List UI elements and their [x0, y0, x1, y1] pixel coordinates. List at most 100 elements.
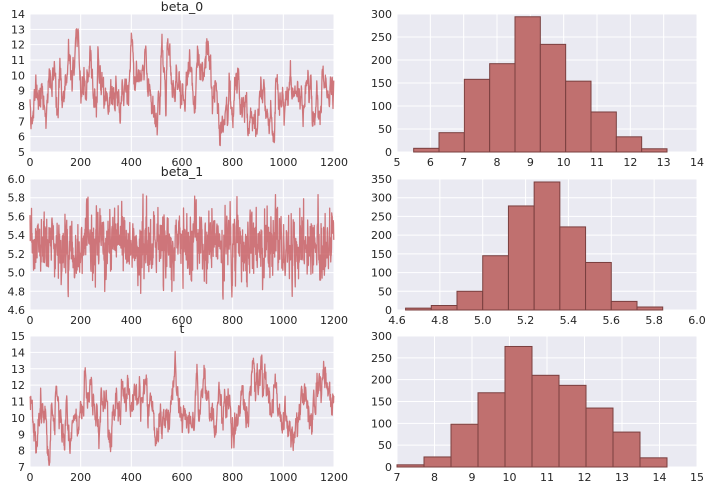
x-tick-label: 11: [590, 156, 604, 169]
histogram-bar: [396, 464, 425, 468]
x-tick-label: 5.2: [517, 314, 535, 327]
y-tick-label: 13: [11, 23, 25, 36]
x-tick-label: 4.6: [388, 314, 406, 327]
y-tick-label: 50: [378, 439, 392, 452]
y-tick-label: 12: [11, 379, 25, 392]
x-tick-label: 800: [222, 471, 243, 484]
y-tick-label: 200: [371, 374, 392, 387]
y-tick-label: 4.6: [8, 304, 26, 317]
y-tick-label: 9: [18, 85, 25, 98]
histogram-bar: [610, 300, 638, 311]
y-tick-label: 150: [371, 77, 392, 90]
y-tick-label: 0: [385, 461, 392, 474]
hist-beta0-panel: 5 6 7 8 9 10 11 12 13 14 0 50 100 150 200 250 300: [371, 8, 704, 169]
histogram-bar: [615, 136, 643, 153]
x-tick-label: 1000: [269, 314, 297, 327]
histogram-bar: [477, 392, 506, 468]
y-tick-label: 200: [371, 229, 392, 242]
y-tick-label: 15: [11, 330, 25, 343]
y-tick-label: 100: [371, 100, 392, 113]
y-tick-label: 13: [11, 363, 25, 376]
x-tick-label: 6.0: [688, 314, 706, 327]
x-tick-label: 1200: [320, 314, 348, 327]
histogram-bar: [612, 431, 641, 468]
y-tick-label: 6: [18, 131, 25, 144]
x-tick-label: 8: [494, 156, 501, 169]
x-tick-label: 600: [172, 156, 193, 169]
trace-t-panel: 0 200 400 600 800 1000 1200 7 8 9 10 11 12 13 14 15 t: [11, 321, 348, 484]
y-tick-label: 250: [371, 352, 392, 365]
x-tick-label: 9: [469, 471, 476, 484]
x-tick-label: 800: [222, 314, 243, 327]
histogram-bar: [565, 80, 592, 153]
y-tick-label: 5.0: [8, 267, 26, 280]
y-tick-label: 150: [371, 248, 392, 261]
histogram-bar: [539, 43, 567, 153]
histogram-bar: [482, 255, 509, 311]
x-tick-label: 600: [172, 471, 193, 484]
histogram-bar: [438, 132, 465, 153]
histogram-bar: [504, 345, 533, 468]
y-tick-label: 50: [378, 285, 392, 298]
x-tick-label: 10: [503, 471, 517, 484]
y-tick-label: 10: [11, 69, 25, 82]
x-tick-label: 0: [27, 314, 34, 327]
trace-series-line: [29, 28, 335, 147]
x-tick-label: 7: [460, 156, 467, 169]
histogram-bar: [463, 78, 491, 153]
histogram-bar: [590, 111, 617, 153]
trace-series-line: [29, 193, 335, 300]
y-tick-label: 4.8: [8, 285, 26, 298]
x-tick-label: 600: [172, 314, 193, 327]
y-tick-label: 0: [385, 146, 392, 159]
y-tick-label: 5.6: [8, 210, 26, 223]
chart-title: beta_0: [161, 0, 203, 14]
x-tick-label: 11: [540, 471, 554, 484]
histogram-bar: [507, 205, 535, 311]
y-tick-label: 8: [18, 100, 25, 113]
y-tick-label: 300: [371, 8, 392, 21]
y-tick-label: 5: [18, 146, 25, 159]
y-tick-label: 300: [371, 330, 392, 343]
y-tick-label: 10: [11, 412, 25, 425]
y-tick-label: 9: [18, 428, 25, 441]
x-tick-label: 8: [431, 471, 438, 484]
histogram-bar: [533, 181, 561, 311]
histogram-bar: [531, 374, 560, 468]
x-tick-label: 1000: [269, 471, 297, 484]
x-tick-label: 13: [657, 156, 671, 169]
x-tick-label: 5.4: [560, 314, 578, 327]
x-tick-label: 6: [427, 156, 434, 169]
chart-title: t: [180, 321, 185, 336]
x-tick-label: 9: [527, 156, 534, 169]
x-tick-label: 400: [121, 471, 142, 484]
histogram-bar: [639, 457, 668, 468]
x-tick-label: 200: [70, 471, 91, 484]
trace-beta1-panel: 0 200 400 600 800 1000 1200 4.6 4.8 5.0 5.2 5.4 5.6 5…: [8, 164, 349, 327]
y-tick-label: 100: [371, 417, 392, 430]
trace-beta0-panel: 0 200 400 600 800 1000 1200 5 6 7 8 9 10 11 12 13 14 beta…: [11, 0, 348, 169]
y-tick-label: 14: [11, 346, 25, 359]
y-tick-label: 150: [371, 396, 392, 409]
y-tick-label: 7: [18, 115, 25, 128]
histogram-bar: [413, 147, 440, 153]
y-tick-label: 200: [371, 54, 392, 67]
histogram-bar: [585, 261, 612, 311]
histogram-bar: [514, 16, 541, 153]
x-tick-label: 1200: [320, 471, 348, 484]
x-tick-label: 400: [121, 156, 142, 169]
x-tick-label: 1200: [320, 156, 348, 169]
y-tick-label: 8: [18, 445, 25, 458]
y-tick-label: 0: [385, 304, 392, 317]
y-tick-label: 5.8: [8, 192, 26, 205]
y-tick-label: 300: [371, 192, 392, 205]
x-tick-label: 7: [394, 471, 401, 484]
histogram-bar: [423, 456, 452, 468]
trace-series-line: [29, 350, 335, 466]
x-tick-label: 800: [222, 156, 243, 169]
x-tick-label: 0: [27, 156, 34, 169]
x-tick-label: 12: [623, 156, 637, 169]
y-tick-label: 250: [371, 210, 392, 223]
x-tick-label: 4.8: [431, 314, 449, 327]
